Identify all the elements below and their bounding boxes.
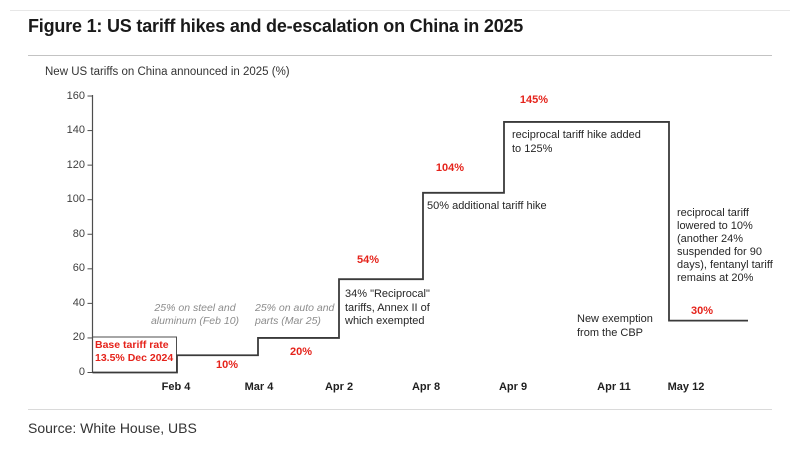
y-tick-label: 120: [66, 158, 85, 171]
x-tick-label: Apr 8: [411, 381, 441, 393]
y-tick-label: 160: [66, 89, 85, 102]
x-tick-label: Apr 9: [498, 381, 528, 393]
value-label-104pct: 104%: [435, 162, 465, 174]
y-tick-label: 60: [72, 262, 85, 275]
annotation-steel-aluminum: 25% on steel and aluminum (Feb 10): [150, 302, 240, 327]
y-axis-ticks: [87, 95, 93, 373]
x-tick-label: Apr 11: [597, 381, 631, 393]
value-label-10pct: 10%: [215, 359, 239, 371]
x-tick-label: Apr 2: [324, 381, 354, 393]
y-tick-label: 0: [78, 366, 85, 378]
x-tick-label: Mar 4: [244, 381, 274, 393]
figure-title: Figure 1: US tariff hikes and de-escalat…: [28, 16, 524, 36]
annotation-auto-parts: 25% on auto and parts (Mar 25): [255, 302, 335, 327]
title-divider: [28, 55, 772, 56]
source-divider: [28, 409, 772, 410]
y-tick-label: 20: [72, 331, 85, 344]
annotation-reciprocal-34: 34% "Reciprocal" tariffs, Annex II of wh…: [345, 288, 430, 327]
value-label-30pct: 30%: [690, 305, 714, 317]
y-tick-label: 100: [66, 193, 85, 206]
annotation-base-tariff: Base tariff rate 13.5% Dec 2024: [95, 339, 174, 364]
value-label-54pct: 54%: [356, 254, 380, 266]
annotation-tariff-lowered: reciprocal tariff lowered to 10% (anothe…: [677, 207, 773, 284]
y-tick-label: 140: [66, 124, 85, 137]
value-label-145pct: 145%: [519, 94, 549, 106]
x-tick-label: May 12: [667, 381, 705, 393]
annotation-reciprocal-125: reciprocal tariff hike added to 125%: [512, 129, 641, 155]
y-tick-label: 80: [72, 227, 85, 240]
x-tick-label: Feb 4: [161, 381, 191, 393]
annotation-additional-50: 50% additional tariff hike: [427, 200, 547, 212]
step-line: [92, 121, 748, 374]
top-border-line: [10, 10, 790, 11]
value-label-20pct: 20%: [289, 346, 313, 358]
y-tick-label: 40: [72, 296, 85, 309]
source-text: Source: White House, UBS: [28, 420, 197, 436]
chart-axis-title: New US tariffs on China announced in 202…: [45, 66, 290, 78]
annotation-cbp-exemption: New exemption from the CBP: [577, 313, 653, 339]
